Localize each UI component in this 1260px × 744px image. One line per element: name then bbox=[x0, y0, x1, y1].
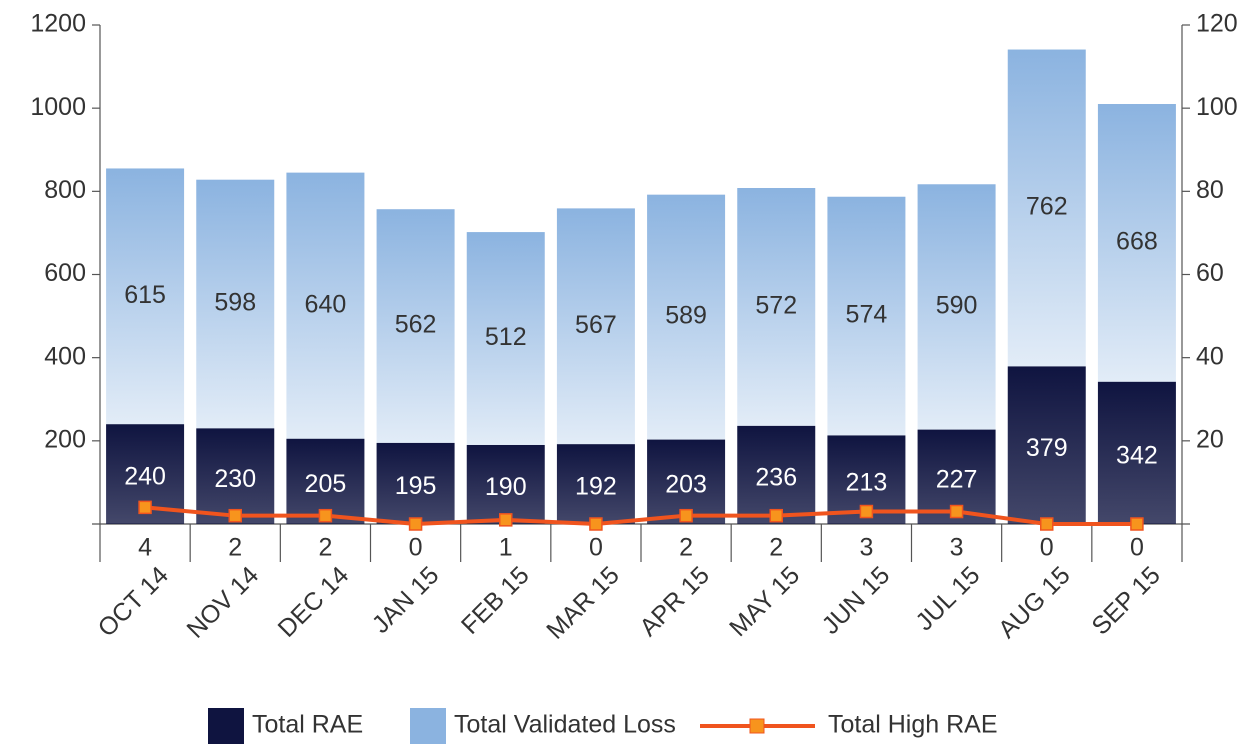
table-value: 1 bbox=[499, 534, 513, 562]
legend-label: Total Validated Loss bbox=[454, 711, 676, 739]
bar-value-label: 762 bbox=[1026, 193, 1068, 221]
bar bbox=[737, 188, 816, 426]
line-marker bbox=[679, 508, 693, 523]
legend-marker bbox=[749, 718, 765, 734]
y2-tick-label: 60 bbox=[1196, 259, 1224, 287]
bar-value-label: 379 bbox=[1026, 434, 1068, 462]
bar-value-label: 598 bbox=[214, 289, 256, 317]
bar-value-label: 640 bbox=[305, 290, 347, 318]
legend-label: Total High RAE bbox=[828, 711, 998, 739]
x-tick-label: AUG 15 bbox=[993, 561, 1076, 644]
bar bbox=[556, 444, 635, 524]
x-tick-label: DEC 14 bbox=[273, 561, 355, 643]
line-marker bbox=[138, 500, 152, 515]
table-value: 0 bbox=[409, 534, 423, 562]
line-marker bbox=[499, 513, 513, 527]
x-tick-label: FEB 15 bbox=[456, 561, 535, 640]
bar bbox=[1097, 104, 1176, 382]
line-marker bbox=[1130, 517, 1144, 531]
bar-value-label: 574 bbox=[846, 301, 888, 329]
table-value: 2 bbox=[679, 534, 693, 562]
y-tick-label: 1000 bbox=[30, 93, 86, 121]
line-marker bbox=[318, 508, 333, 523]
bar bbox=[196, 428, 275, 524]
bar-value-label: 615 bbox=[124, 281, 166, 309]
bar bbox=[1007, 366, 1086, 524]
table-value: 2 bbox=[318, 534, 332, 562]
table-value: 2 bbox=[769, 534, 783, 562]
line-marker bbox=[228, 508, 242, 523]
table-value: 3 bbox=[859, 534, 873, 562]
bar bbox=[1007, 49, 1086, 367]
bar-value-label: 213 bbox=[846, 468, 888, 496]
table-value: 3 bbox=[950, 534, 964, 562]
bar-value-label: 567 bbox=[575, 311, 617, 339]
bar-value-label: 236 bbox=[755, 464, 797, 492]
bar-value-label: 192 bbox=[575, 473, 617, 501]
bar-value-label: 240 bbox=[124, 463, 166, 491]
x-tick-label: JUN 15 bbox=[817, 561, 896, 640]
x-tick-label: NOV 14 bbox=[181, 561, 264, 644]
table-value: 4 bbox=[138, 534, 152, 562]
bar bbox=[917, 184, 996, 430]
legend-swatch bbox=[410, 708, 446, 744]
bar-value-label: 512 bbox=[485, 323, 527, 351]
x-tick-label: JUL 15 bbox=[910, 561, 985, 636]
x-tick-label: SEP 15 bbox=[1086, 561, 1165, 640]
y-tick-label: 200 bbox=[44, 425, 86, 453]
bar bbox=[466, 232, 545, 445]
bar bbox=[466, 444, 545, 524]
line-marker bbox=[949, 504, 964, 519]
bar bbox=[737, 425, 816, 524]
y-tick-label: 600 bbox=[44, 259, 86, 287]
bar bbox=[106, 168, 185, 425]
bar-value-label: 562 bbox=[395, 311, 437, 339]
bar-value-label: 230 bbox=[214, 465, 256, 493]
table-value: 0 bbox=[1130, 534, 1144, 562]
y-tick-label: 400 bbox=[44, 342, 86, 370]
y-tick-label: 1200 bbox=[30, 10, 86, 38]
line bbox=[144, 505, 1137, 527]
bar bbox=[196, 179, 275, 429]
y2-tick-label: 20 bbox=[1196, 425, 1224, 453]
bar-value-label: 195 bbox=[395, 472, 437, 500]
line-marker bbox=[408, 517, 423, 531]
y2-tick-label: 120 bbox=[1196, 10, 1238, 38]
legend-label: Total RAE bbox=[252, 711, 363, 739]
x-tick-label: MAY 15 bbox=[724, 561, 805, 642]
table-value: 0 bbox=[1040, 534, 1054, 562]
bar-value-label: 205 bbox=[305, 470, 347, 498]
bar bbox=[556, 208, 635, 445]
table-value: 2 bbox=[228, 534, 242, 562]
bar bbox=[1097, 381, 1176, 524]
legend-swatch bbox=[208, 708, 244, 744]
line-marker bbox=[859, 504, 874, 519]
x-tick-label: MAR 15 bbox=[541, 561, 625, 645]
bar-value-label: 342 bbox=[1116, 442, 1158, 470]
bar-value-label: 227 bbox=[936, 465, 978, 493]
y-tick-label: 800 bbox=[44, 176, 86, 204]
bar-value-label: 190 bbox=[485, 473, 527, 501]
bar bbox=[827, 196, 906, 436]
bar-value-label: 668 bbox=[1116, 228, 1158, 256]
line-marker bbox=[1040, 517, 1054, 531]
bar-value-label: 203 bbox=[665, 470, 707, 498]
bar bbox=[286, 172, 365, 439]
bar bbox=[647, 194, 726, 440]
x-tick-label: APR 15 bbox=[634, 561, 715, 642]
line-marker bbox=[589, 517, 603, 531]
bar bbox=[376, 442, 455, 524]
bar-value-label: 572 bbox=[755, 292, 797, 320]
x-tick-label: OCT 14 bbox=[93, 561, 174, 642]
bar bbox=[376, 209, 455, 443]
bar-value-label: 589 bbox=[665, 302, 707, 330]
x-tick-label: JAN 15 bbox=[367, 561, 445, 639]
table-value: 0 bbox=[589, 534, 603, 562]
y2-tick-label: 80 bbox=[1196, 176, 1224, 204]
bar-value-label: 590 bbox=[936, 292, 978, 320]
y2-tick-label: 100 bbox=[1196, 93, 1238, 121]
y2-tick-label: 40 bbox=[1196, 342, 1224, 370]
line-marker bbox=[769, 508, 783, 523]
